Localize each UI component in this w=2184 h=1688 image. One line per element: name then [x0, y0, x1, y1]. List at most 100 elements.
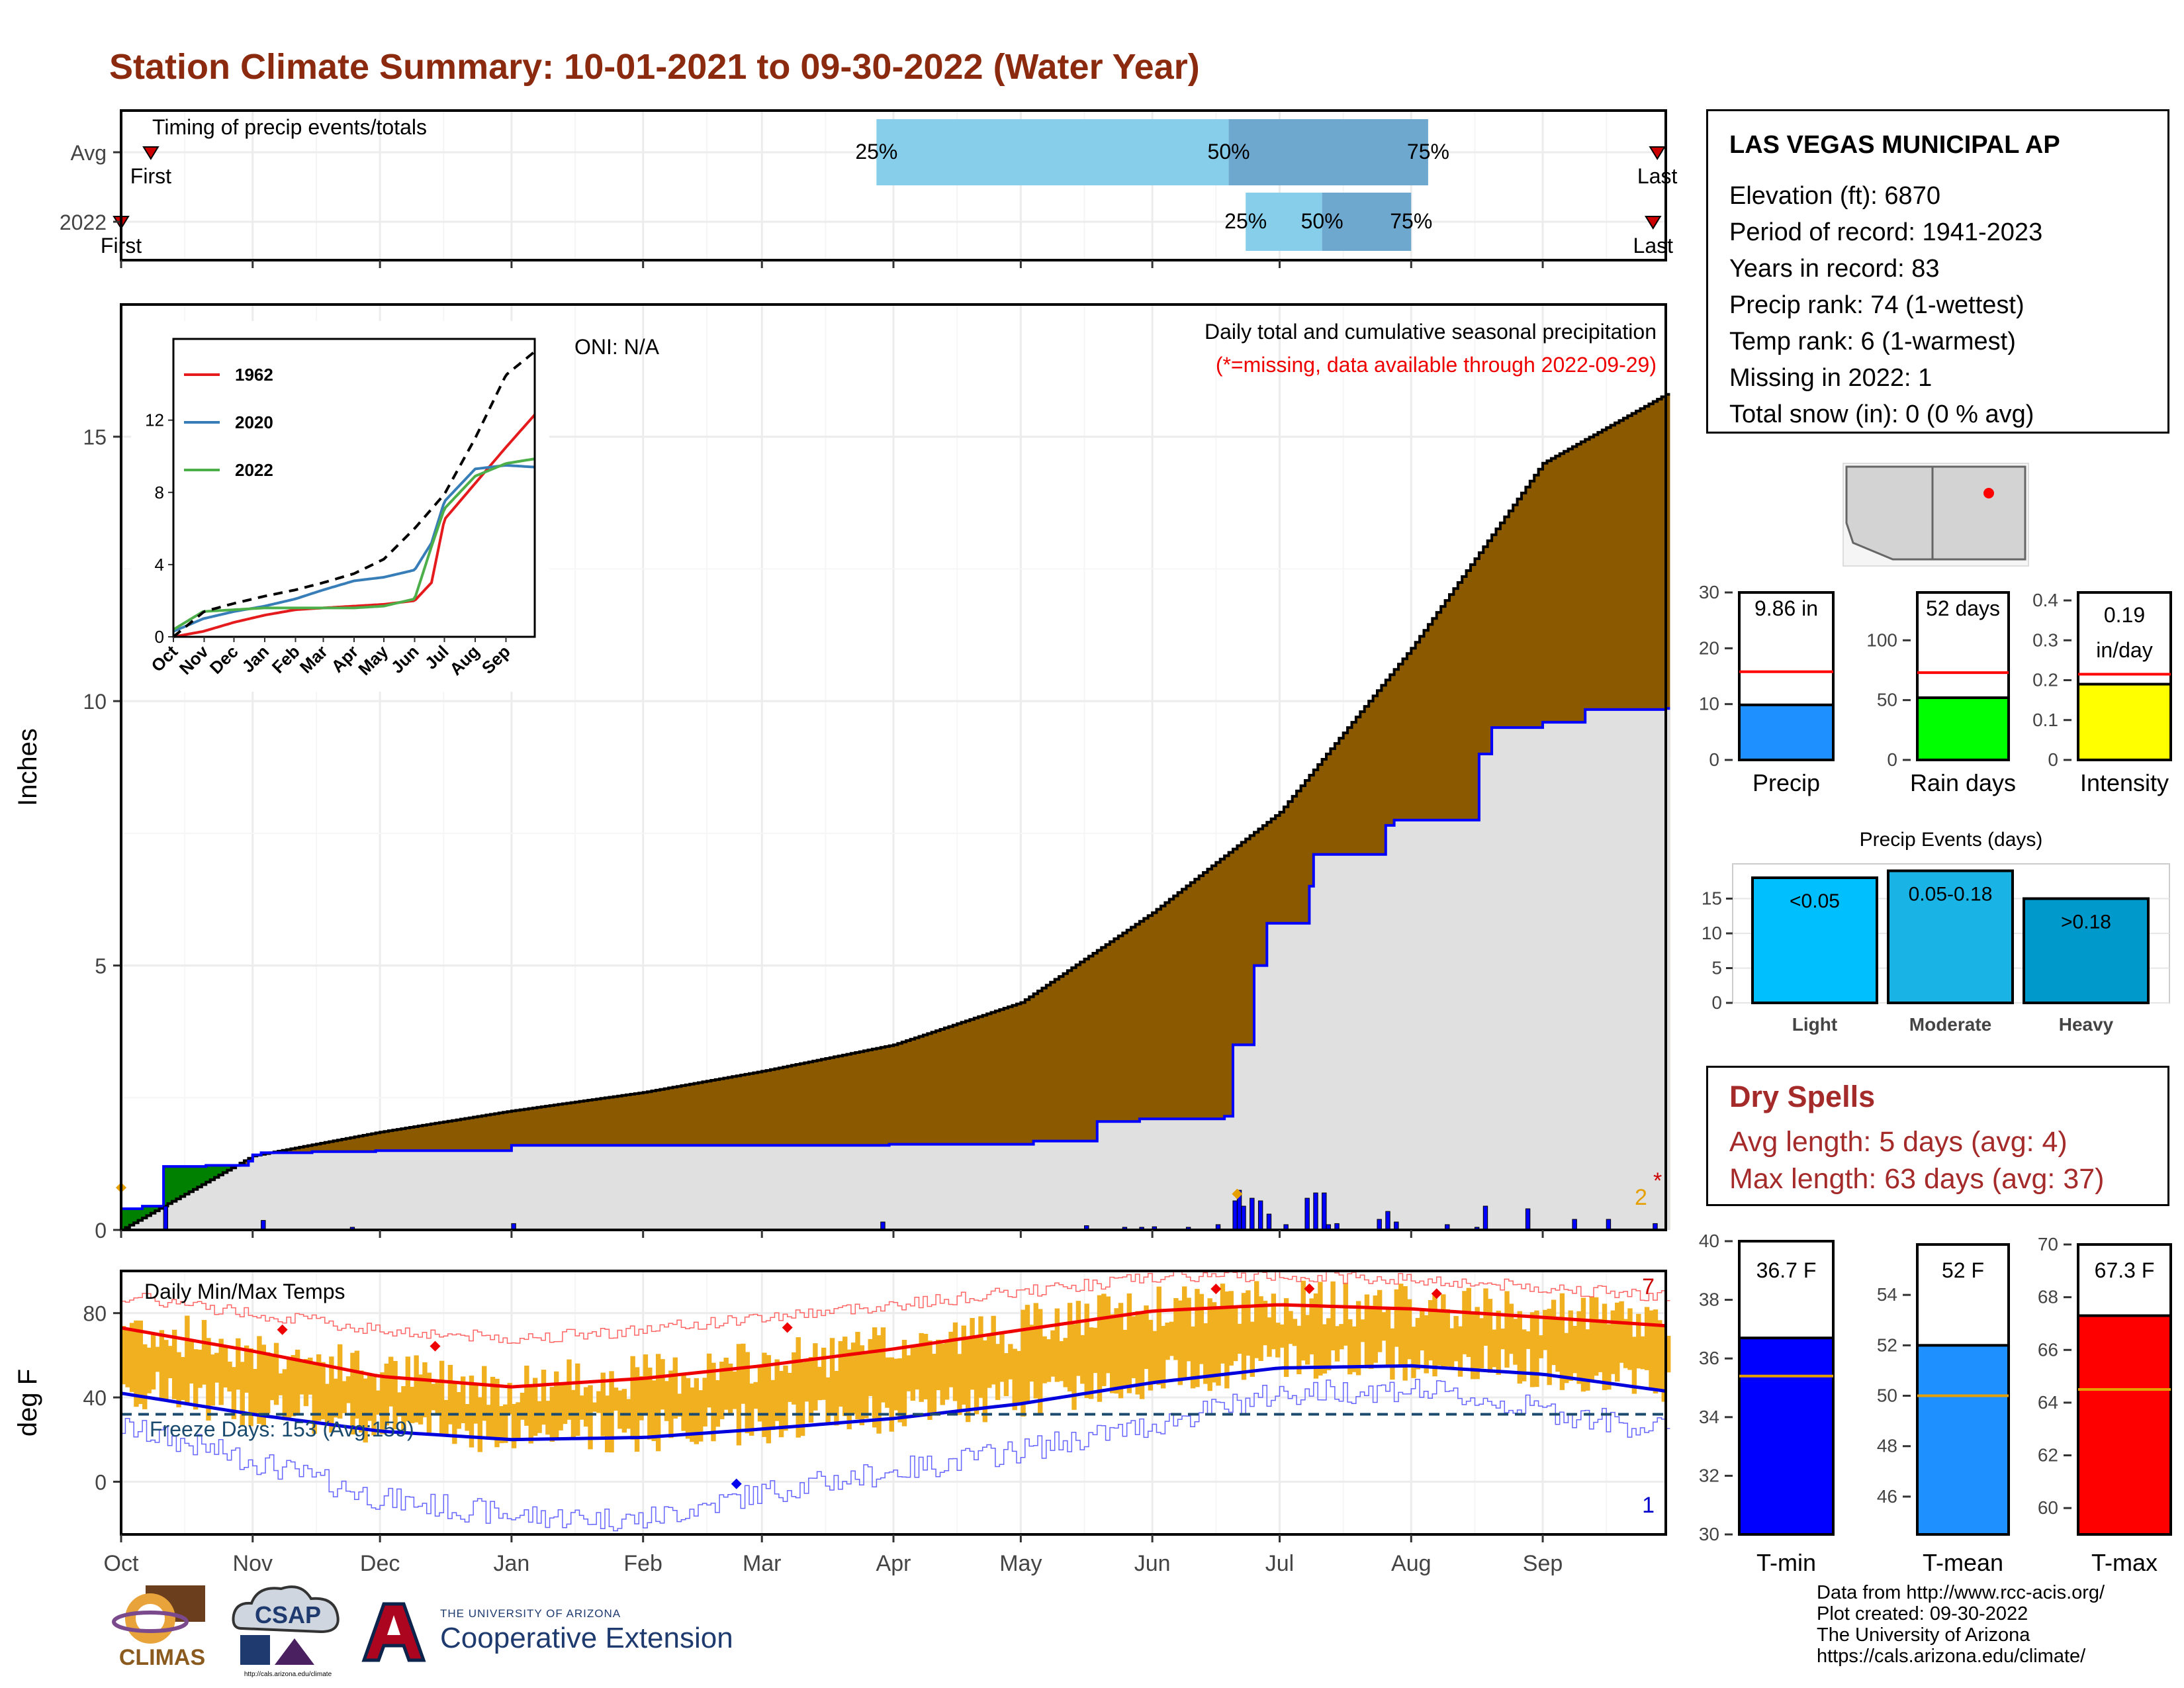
daily-temp-bar-6 [146, 1347, 152, 1393]
daily-temp-bar-30 [248, 1348, 253, 1427]
daily-temp-bar-108 [579, 1395, 584, 1420]
daily-temp-bar-140 [715, 1380, 721, 1427]
temp-ytick-label-2: 80 [83, 1302, 107, 1326]
daily-temp-bar-222 [1063, 1338, 1068, 1387]
daily-temp-bar-207 [999, 1333, 1005, 1382]
daily-temp-bar-209 [1008, 1344, 1013, 1380]
daily-temp-bar-320 [1479, 1318, 1484, 1369]
temp-xtick-label-10: Aug [1391, 1551, 1432, 1576]
inset-legend-label-1962: 1962 [235, 365, 273, 385]
timing-p25-label-0: 25% [855, 140, 897, 164]
daily-temp-bar-135 [694, 1378, 700, 1444]
daily-temp-bar-194 [944, 1340, 950, 1400]
inset-ytick-label-0: 0 [155, 627, 164, 647]
intensity-value-label-2: in/day [2096, 638, 2152, 662]
daily-temp-bar-273 [1279, 1324, 1285, 1348]
daily-temp-bar-127 [660, 1359, 665, 1410]
daily-temp-bar-252 [1190, 1326, 1196, 1389]
daily-temp-bar-261 [1228, 1291, 1234, 1366]
daily-temp-bar-253 [1195, 1289, 1200, 1387]
daily-temp-bar-102 [554, 1371, 559, 1440]
daily-temp-bar-354 [1623, 1319, 1629, 1368]
daily-temp-bar-238 [1131, 1316, 1136, 1378]
intensity-axis-label: Intensity [2080, 769, 2169, 796]
daily-temp-bar-241 [1144, 1305, 1149, 1370]
daily-precip-bar-31 [1606, 1219, 1612, 1231]
daily-temp-bar-166 [825, 1377, 831, 1425]
daily-temp-bar-286 [1334, 1326, 1340, 1362]
daily-temp-bar-118 [621, 1389, 627, 1433]
daily-temp-bar-358 [1640, 1336, 1645, 1370]
daily-temp-bar-90 [503, 1404, 508, 1443]
daily-temp-bar-94 [520, 1392, 525, 1420]
daily-temp-bar-278 [1300, 1280, 1306, 1361]
daily-temp-bar-163 [813, 1343, 818, 1411]
daily-temp-bar-48 [324, 1383, 330, 1423]
daily-temp-bar-339 [1559, 1293, 1565, 1390]
daily-temp-bar-183 [897, 1358, 903, 1423]
daily-temp-bar-158 [792, 1352, 797, 1405]
daily-temp-bar-155 [778, 1370, 784, 1438]
tmax-value-label: 67.3 F [2095, 1258, 2155, 1282]
daily-temp-bar-327 [1508, 1303, 1514, 1354]
tmax-ytick-label-1: 62 [2038, 1445, 2058, 1466]
daily-temp-bar-152 [766, 1355, 772, 1444]
daily-temp-bar-322 [1487, 1299, 1493, 1373]
daily-temp-bar-52 [341, 1381, 347, 1413]
daily-temp-bar-161 [804, 1361, 809, 1402]
precip_total-ytick-label-0: 0 [1709, 749, 1719, 770]
credit-url: https://cals.arizona.edu/climate/ [1817, 1646, 2086, 1667]
temperature-panel: 0 40 80 Daily Min/Max Temps Freeze Days: 153… [13, 1270, 1671, 1576]
daily-temp-bar-211 [1016, 1350, 1022, 1405]
daily-temp-bar-112 [596, 1391, 602, 1413]
daily-temp-bar-47 [320, 1362, 326, 1420]
daily-temp-bar-228 [1088, 1327, 1094, 1399]
daily-temp-bar-177 [872, 1327, 878, 1428]
daily-precip-bar-1 [261, 1220, 266, 1231]
daily-temp-bar-206 [995, 1344, 1001, 1400]
daily-temp-bar-296 [1377, 1289, 1383, 1352]
daily-temp-bar-251 [1186, 1297, 1191, 1362]
daily-temp-bar-29 [244, 1345, 250, 1393]
station-snow: Total snow (in): 0 (0 % avg) [1729, 400, 2034, 428]
daily-temp-bar-53 [345, 1376, 351, 1403]
daily-temp-bar-41 [295, 1349, 300, 1414]
daily-temp-bar-343 [1576, 1311, 1582, 1384]
inset-ytick-label-1: 4 [155, 555, 164, 575]
daily-temp-bar-38 [282, 1369, 288, 1421]
timing-row-label-0: Avg [70, 141, 107, 165]
credit-university: The University of Arizona [1817, 1624, 2030, 1646]
daily-temp-bar-141 [719, 1362, 725, 1419]
daily-temp-bar-100 [545, 1401, 551, 1435]
daily-temp-bar-116 [613, 1387, 619, 1411]
tmax-bar [2077, 1314, 2172, 1536]
daily-temp-bar-287 [1339, 1324, 1344, 1350]
daily-temp-bar-136 [698, 1390, 704, 1442]
timing-p75-label-0: 75% [1407, 140, 1449, 164]
daily-temp-bar-202 [978, 1316, 983, 1398]
daily-temp-bar-62 [384, 1363, 389, 1426]
events-ytick-label-3: 15 [1702, 888, 1722, 909]
daily-temp-bar-313 [1449, 1328, 1455, 1369]
rain_days-value-label: 52 days [1926, 596, 2000, 620]
daily-temp-bar-298 [1385, 1309, 1391, 1367]
tmean-axis-label: T-mean [1923, 1549, 2003, 1576]
daily-temp-bar-145 [736, 1344, 742, 1446]
timing-bar-0-upper [1228, 119, 1428, 185]
tmin-ytick-label-3: 36 [1699, 1348, 1719, 1368]
daily-temp-bar-78 [452, 1382, 457, 1444]
daily-temp-bar-84 [477, 1397, 483, 1452]
tmin-ytick-label-0: 30 [1699, 1524, 1719, 1544]
daily-temp-bar-76 [443, 1399, 449, 1436]
daily-temp-bar-24 [222, 1345, 228, 1388]
timing-bar-0-lower [876, 119, 1229, 185]
events-category-1: Moderate [1909, 1014, 1991, 1035]
daily-temp-bar-254 [1199, 1293, 1205, 1364]
tmean-value-label: 52 F [1942, 1258, 1984, 1282]
events-bar-label-0: <0.05 [1790, 890, 1840, 912]
daily-temp-bar-107 [575, 1363, 580, 1436]
daily-temp-bar-193 [940, 1343, 945, 1405]
record-low-count: 1 [1642, 1493, 1655, 1518]
daily-temp-bar-347 [1593, 1297, 1599, 1376]
daily-temp-bar-16 [189, 1340, 194, 1384]
